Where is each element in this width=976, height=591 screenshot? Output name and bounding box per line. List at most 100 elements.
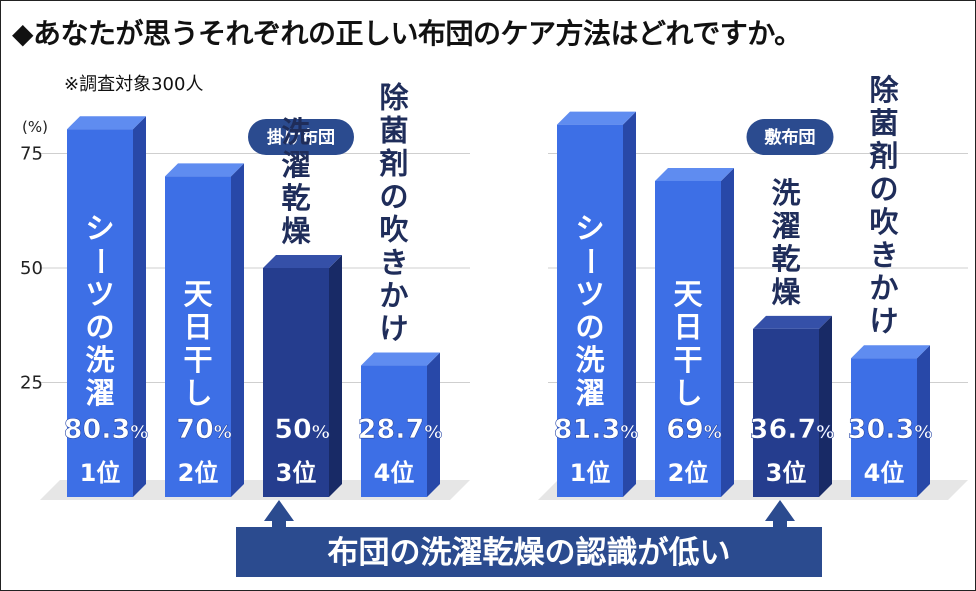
- category-char: き: [869, 238, 898, 272]
- bar-side: [329, 255, 342, 497]
- value-text: 81.3%: [554, 414, 639, 445]
- banner-bg: [236, 527, 822, 577]
- category-char: 洗: [85, 343, 114, 377]
- category-char: 濯: [281, 148, 310, 182]
- category-char: 剤: [379, 147, 408, 181]
- legend-pill-bg: [746, 119, 834, 155]
- value-text: 28.7%: [358, 414, 443, 445]
- bar-front: [361, 365, 427, 497]
- bar-top: [753, 315, 832, 329]
- value-label: 30.3%: [847, 414, 932, 446]
- category-char: け: [379, 312, 408, 346]
- bar: 4位: [361, 352, 440, 497]
- category-char: 日: [183, 310, 212, 344]
- category-char: か: [869, 271, 898, 305]
- bar-top: [655, 167, 734, 181]
- value-label: 69%: [666, 414, 722, 446]
- bar-front: [263, 268, 329, 497]
- category-char: 燥: [281, 214, 311, 248]
- bar-front: [655, 180, 721, 498]
- category-char: 洗: [575, 343, 604, 377]
- callout-arrow: [765, 500, 795, 540]
- category-char: 天: [183, 277, 212, 311]
- y-tick-label: 75: [20, 144, 43, 165]
- bar-front: [165, 176, 231, 497]
- bar: 2位: [655, 167, 734, 498]
- bar-top: [165, 163, 244, 177]
- category-char: 吹: [869, 205, 898, 239]
- rank-label: 1位: [80, 459, 121, 487]
- bar: 1位: [67, 116, 146, 497]
- category-char: 吹: [379, 213, 408, 247]
- y-unit-label: (%): [22, 118, 48, 136]
- category-char: 燥: [771, 275, 801, 309]
- bar: 2位: [165, 163, 244, 497]
- value-label: 81.3%: [553, 414, 639, 446]
- bar-side: [917, 345, 930, 497]
- banner: 布団の洗濯乾燥の認識が低い: [236, 527, 822, 577]
- category-char: の: [575, 310, 604, 344]
- category-char: ツ: [575, 277, 604, 311]
- bar-side: [427, 352, 440, 497]
- category-char: 菌: [869, 106, 898, 140]
- bar-top: [361, 352, 440, 366]
- bar-top: [263, 255, 342, 268]
- rank-label: 3位: [276, 459, 317, 487]
- value-label: 80.3%: [63, 414, 148, 446]
- category-char: 除: [379, 81, 409, 115]
- bar: 3位: [753, 315, 832, 497]
- category-char: 濯: [85, 376, 114, 410]
- category-char: 洗: [281, 115, 310, 149]
- category-char: か: [379, 279, 408, 313]
- category-char: ー: [573, 246, 607, 275]
- category-char: 干: [673, 343, 702, 377]
- category-char: き: [379, 246, 408, 280]
- bar-top: [67, 116, 146, 130]
- bar-side: [133, 116, 146, 497]
- category-char: 干: [183, 343, 212, 377]
- category-char: 乾: [771, 242, 800, 276]
- y-tick-label: 50: [20, 258, 43, 279]
- category-char: の: [85, 310, 114, 344]
- value-text: 36.7%: [750, 414, 835, 445]
- category-char: 菌: [379, 114, 408, 148]
- bar-front: [753, 328, 819, 497]
- category-char: 剤: [869, 139, 898, 173]
- category-char: 乾: [281, 181, 310, 215]
- category-char: ー: [83, 246, 117, 275]
- rank-label: 4位: [864, 459, 905, 487]
- category-char: シ: [575, 211, 604, 245]
- value-label: 70%: [176, 414, 232, 446]
- value-text: 50%: [274, 414, 330, 445]
- category-label: 洗濯乾燥: [771, 176, 801, 309]
- category-char: 濯: [771, 209, 800, 243]
- bar-side: [819, 315, 832, 497]
- category-char: し: [673, 376, 702, 410]
- rank-label: 3位: [766, 459, 807, 487]
- value-text: 69%: [666, 414, 722, 445]
- legend-label: 敷布団: [765, 127, 816, 148]
- rank-label: 2位: [178, 459, 219, 487]
- category-char: シ: [85, 211, 114, 245]
- legend-label: 掛け布団: [267, 127, 335, 148]
- value-label: 28.7%: [357, 414, 443, 446]
- bar-side: [231, 163, 244, 497]
- banner-text: 布団の洗濯乾燥の認識が低い: [328, 535, 731, 571]
- category-label: 洗濯乾燥: [281, 115, 311, 248]
- bar-front: [67, 129, 133, 497]
- value-text: 70%: [176, 414, 232, 445]
- legend-pill: 掛け布団: [248, 119, 354, 155]
- bar: 1位: [557, 111, 636, 498]
- bar: 4位: [851, 345, 930, 497]
- category-char: し: [183, 376, 212, 410]
- legend-pill-bg: [248, 119, 354, 155]
- category-char: け: [869, 304, 898, 338]
- bar-side: [721, 167, 734, 498]
- bar-front: [557, 124, 623, 498]
